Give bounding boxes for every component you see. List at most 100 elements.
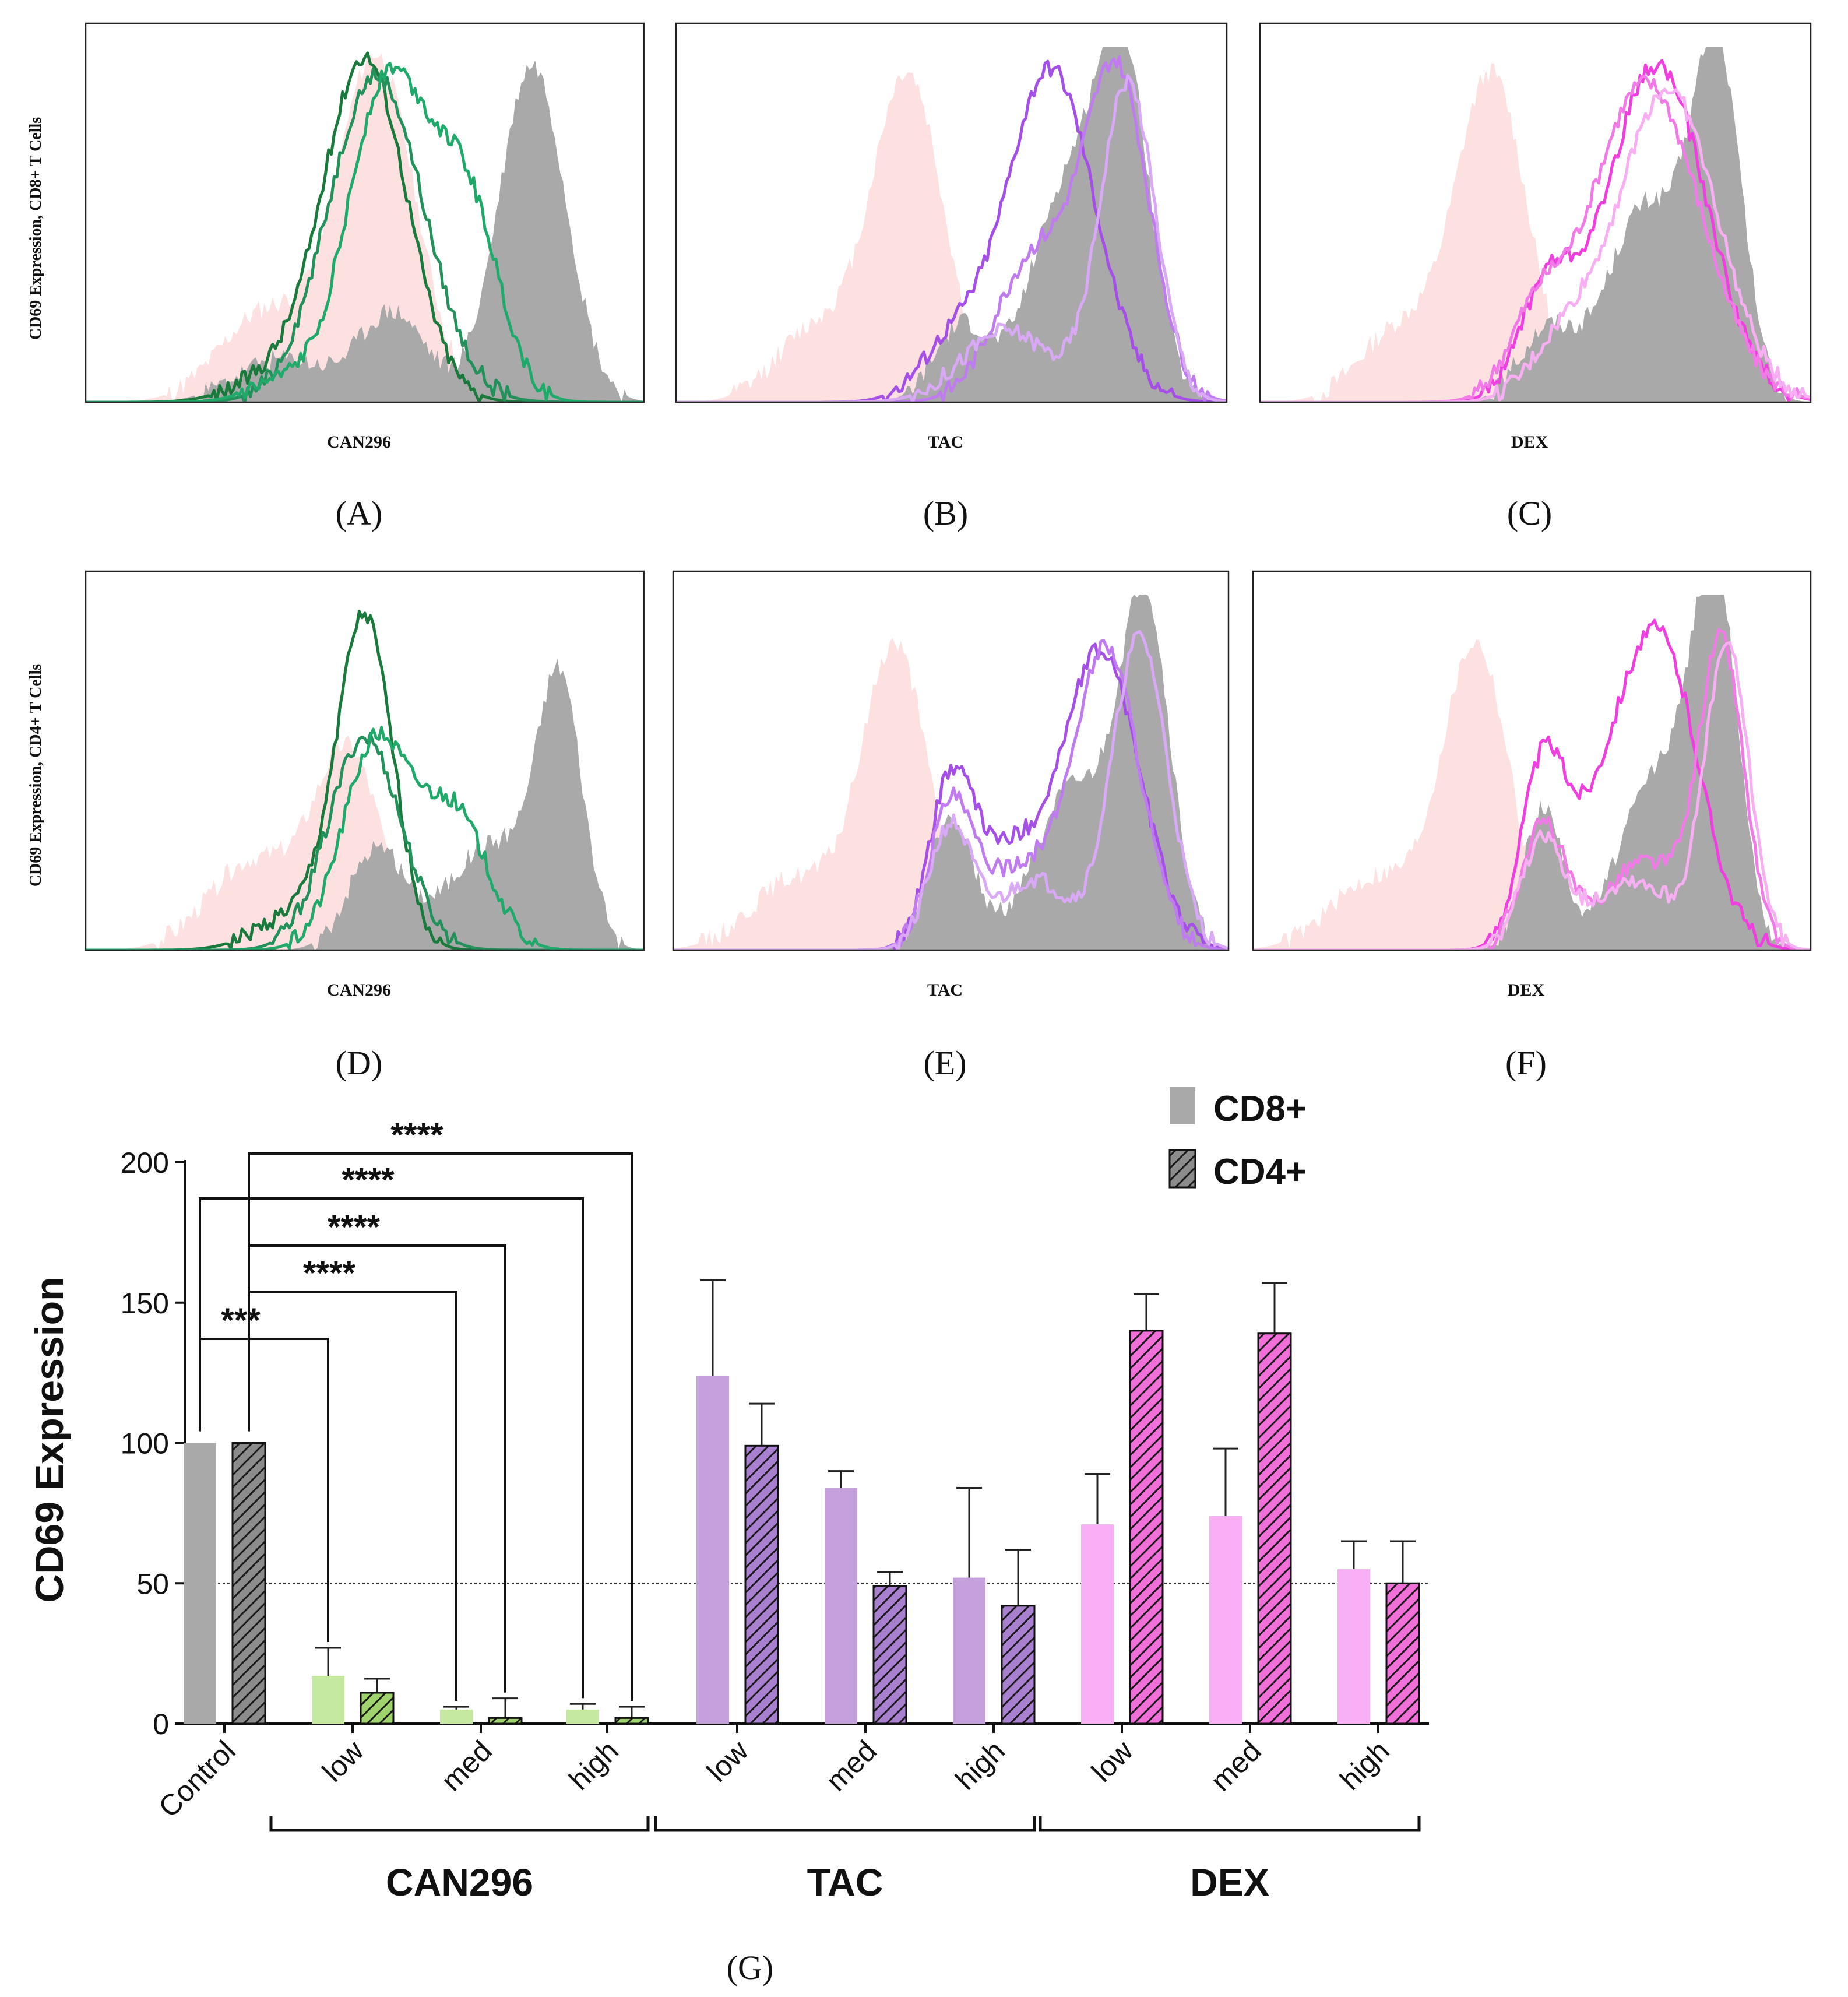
bar-chart-category-labels: Control low med high low med high low med high [152, 1734, 1396, 1824]
negative-control-fill [86, 735, 644, 950]
panel-label-d: (D) [336, 1044, 383, 1082]
bar-cd8-5 [825, 1488, 857, 1724]
category-label: low [701, 1734, 755, 1788]
group-brackets: CAN296 TAC DEX [269, 1816, 1421, 1904]
bar-cd8-6 [953, 1577, 985, 1724]
bar-cd4-1 [360, 1692, 395, 1725]
bar-cd4-2 [488, 1717, 523, 1725]
bar-cd8-0 [184, 1443, 216, 1724]
significance-bracket [199, 1197, 584, 1699]
y-tick-label: 150 [121, 1287, 169, 1320]
significance-bracket [248, 1152, 633, 1701]
histogram-panel-e: TAC (E) [672, 570, 1230, 1082]
bar-chart-bars [184, 1279, 1420, 1725]
category-label: high [949, 1734, 1011, 1796]
y-tick-label: 200 [121, 1147, 169, 1179]
positive-control-fill [673, 595, 1229, 950]
bar-cd4-9 [1385, 1582, 1420, 1725]
treatment-line-3 [1260, 87, 1811, 402]
bar-cd8-8 [1209, 1516, 1242, 1724]
group-bracket [1039, 1816, 1421, 1832]
histogram-xlabel: DEX [1511, 433, 1548, 452]
histogram-xlabel: TAC [927, 980, 963, 1000]
panel-frame [675, 22, 1228, 403]
category-label: med [819, 1734, 882, 1797]
row-ylabel-cd8: CD69 Expression, CD8+ T Cells [27, 117, 45, 340]
histogram-xlabel: DEX [1508, 980, 1545, 1000]
bar-cd8-3 [566, 1709, 599, 1724]
panel-label-f: (F) [1505, 1044, 1547, 1082]
legend-label: CD8+ [1213, 1089, 1307, 1129]
category-label: med [435, 1734, 498, 1797]
treatment-line-3 [1253, 641, 1811, 950]
treatment-line-3 [676, 73, 1227, 402]
legend-label: CD4+ [1213, 1152, 1307, 1192]
bar-cd4-8 [1257, 1332, 1292, 1725]
y-tick-label: 50 [136, 1567, 169, 1600]
negative-control-fill [673, 638, 1229, 950]
histogram-xlabel: TAC [928, 433, 963, 452]
treatment-line-2 [86, 732, 644, 950]
category-label: high [562, 1734, 624, 1796]
group-label: TAC [807, 1861, 883, 1904]
treatment-line-2 [1253, 628, 1811, 950]
category-label: high [1333, 1734, 1395, 1796]
histogram-panel-f: DEX (F) [1252, 570, 1812, 1082]
treatment-line-3 [673, 630, 1229, 950]
treatment-line-1 [676, 59, 1227, 402]
panel-frame [85, 22, 645, 403]
group-label: DEX [1190, 1861, 1269, 1904]
bar-cd8-2 [440, 1709, 473, 1724]
group-label: CAN296 [386, 1861, 533, 1904]
category-label: low [1085, 1734, 1139, 1788]
category-label: med [1204, 1734, 1267, 1797]
treatment-line-1 [1260, 59, 1811, 402]
positive-control-fill [1253, 595, 1811, 950]
significance-stars: **** [303, 1254, 356, 1292]
panel-frame [85, 570, 645, 951]
bar-cd4-5 [872, 1585, 907, 1725]
bar-cd4-6 [1001, 1605, 1036, 1725]
legend-swatch-cd8 [1170, 1087, 1195, 1124]
treatment-line-1 [1253, 618, 1811, 950]
bar-cd4-3 [614, 1717, 649, 1725]
histogram-panel-d: CAN296 (D) [85, 570, 645, 1082]
legend: CD8+ CD4+ [1168, 1087, 1307, 1192]
positive-control-fill [86, 60, 644, 402]
bar-cd8-1 [312, 1676, 344, 1724]
negative-control-fill [86, 53, 644, 402]
bar-cd4-0 [231, 1442, 266, 1725]
histogram-xlabel: CAN296 [327, 980, 391, 1000]
treatment-line-2 [676, 55, 1227, 402]
positive-control-fill [676, 47, 1227, 402]
positive-control-fill [86, 659, 644, 950]
positive-control-fill [1260, 47, 1811, 402]
treatment-line-2 [1260, 74, 1811, 402]
significance-bracket [248, 1291, 457, 1701]
histogram-panel-b: TAC (B) [675, 22, 1228, 532]
bar-cd4-4 [744, 1444, 779, 1725]
significance-brackets: ******************* [199, 1116, 633, 1701]
category-label: low [316, 1734, 370, 1788]
panel-g-label: (G) [727, 1949, 774, 1987]
significance-stars: **** [342, 1161, 395, 1199]
histogram-panels: CAN296 (A) TAC (B) DEX (C) CAN296 (D) TAC (E) DEX (… [85, 22, 1812, 1082]
significance-stars: **** [328, 1208, 381, 1246]
y-tick-label: 0 [153, 1708, 169, 1741]
panel-frame [672, 570, 1230, 951]
histogram-xlabel: CAN296 [327, 433, 391, 452]
significance-bracket [248, 1244, 506, 1693]
bar-cd8-7 [1081, 1524, 1114, 1724]
group-bracket [654, 1816, 1036, 1832]
legend-swatch-cd4 [1168, 1149, 1196, 1189]
bar-cd4-7 [1129, 1330, 1164, 1725]
bar-cd8-4 [696, 1375, 729, 1724]
category-label: Control [152, 1734, 242, 1824]
y-tick-label: 100 [121, 1428, 169, 1460]
panel-frame [1252, 570, 1812, 951]
histogram-panel-a: CAN296 (A) [85, 22, 645, 532]
panel-label-e: (E) [923, 1044, 966, 1082]
panel-label-c: (C) [1507, 494, 1552, 532]
